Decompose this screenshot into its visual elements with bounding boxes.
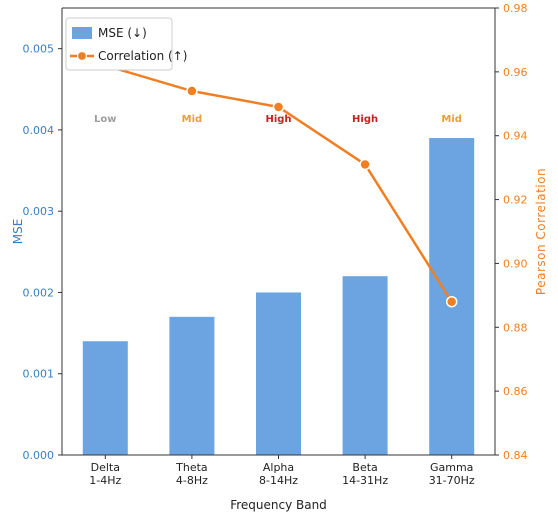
right-tick-label-5: 0.94 [503, 130, 528, 143]
correlation-point-3 [359, 158, 371, 171]
legend-label-mse: MSE (↓) [98, 26, 147, 40]
left-tick-label-0: 0.000 [23, 449, 55, 462]
correlation-line [104, 64, 453, 303]
legend-label-correlation: Correlation (↑) [98, 49, 187, 63]
bar-1 [169, 316, 215, 455]
legend: MSE (↓) Correlation (↑) [65, 17, 187, 71]
right-tick-label-2: 0.88 [503, 321, 528, 334]
x-tick-label-0: Delta 1-4Hz [89, 461, 121, 487]
annotation-3: High [352, 114, 378, 125]
bar-3 [342, 276, 388, 455]
annotation-4: Mid [441, 114, 462, 125]
left-tick-label-5: 0.005 [23, 43, 55, 56]
legend-bar-swatch [72, 27, 92, 39]
bar-2 [256, 292, 301, 455]
annotation-2: High [265, 114, 291, 125]
right-axis-title: Pearson Correlation [534, 168, 548, 295]
correlation-point-4 [445, 295, 458, 308]
left-tick-label-2: 0.002 [23, 286, 55, 299]
x-tick-label-4: Gamma 31-70Hz [429, 461, 475, 487]
x-tick-label-1: Theta 4-8Hz [175, 461, 208, 487]
x-tick-label-3: Beta 14-31Hz [342, 461, 388, 487]
left-axis-title: MSE [11, 219, 25, 245]
bar-0 [82, 341, 128, 455]
x-tick-label-2: Alpha 8-14Hz [259, 461, 298, 487]
annotation-0: Low [94, 114, 116, 125]
annotation-1: Mid [182, 114, 203, 125]
correlation-point-2 [272, 101, 285, 113]
left-tick-label-3: 0.003 [23, 205, 55, 218]
left-tick-label-1: 0.001 [23, 368, 55, 381]
correlation-point-1 [186, 85, 198, 97]
right-tick-label-6: 0.96 [503, 66, 528, 79]
legend-line-marker [76, 50, 88, 62]
x-axis-title: Frequency Band [230, 498, 327, 512]
right-tick-label-3: 0.90 [503, 257, 528, 270]
right-tick-label-4: 0.92 [503, 194, 528, 207]
right-tick-label-0: 0.84 [503, 449, 528, 462]
left-tick-label-4: 0.004 [23, 124, 55, 137]
right-tick-label-1: 0.86 [503, 385, 528, 398]
right-tick-label-7: 0.98 [503, 2, 528, 15]
